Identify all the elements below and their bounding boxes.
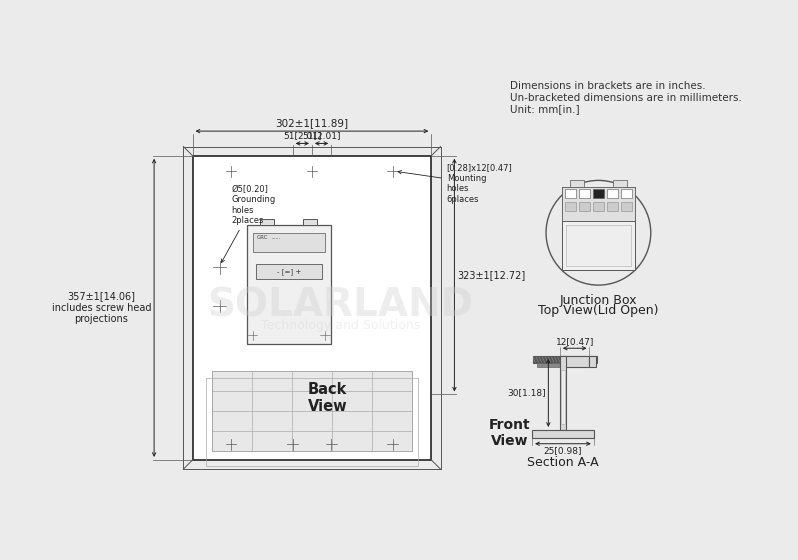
- Text: Unit: mm[in.]: Unit: mm[in.]: [510, 104, 579, 114]
- Bar: [247, 225, 331, 344]
- Bar: [563, 186, 634, 270]
- Bar: [606, 202, 618, 211]
- Circle shape: [568, 204, 574, 209]
- Bar: [533, 356, 597, 363]
- Text: 51[2.01]: 51[2.01]: [283, 132, 322, 141]
- Circle shape: [582, 204, 587, 209]
- Text: 302±1[11.89]: 302±1[11.89]: [275, 118, 349, 128]
- Bar: [613, 180, 627, 186]
- Bar: [303, 219, 318, 225]
- Bar: [211, 371, 412, 451]
- Bar: [579, 189, 590, 198]
- Bar: [593, 202, 604, 211]
- Bar: [565, 202, 576, 211]
- Bar: [566, 225, 630, 266]
- Text: 51[2.01]: 51[2.01]: [302, 132, 341, 141]
- Text: 30[1.18]: 30[1.18]: [508, 389, 546, 398]
- Text: 357±1[14.06]
includes screw head
projections: 357±1[14.06] includes screw head project…: [52, 291, 151, 324]
- Bar: [562, 370, 564, 424]
- Text: Junction Box: Junction Box: [559, 295, 637, 307]
- Bar: [560, 356, 566, 430]
- Text: [0.28]x12[0.47]
Mounting
holes
6places: [0.28]x12[0.47] Mounting holes 6places: [398, 164, 512, 204]
- Bar: [606, 189, 618, 198]
- Text: Dimensions in brackets are in inches.: Dimensions in brackets are in inches.: [510, 81, 705, 91]
- Bar: [255, 264, 322, 279]
- Bar: [253, 233, 325, 252]
- Bar: [206, 377, 418, 466]
- Circle shape: [610, 204, 615, 209]
- Bar: [537, 363, 595, 367]
- Bar: [621, 202, 631, 211]
- Text: Technology and Solutions: Technology and Solutions: [261, 319, 420, 332]
- Text: Ø5[0.20]
Grounding
holes
2places: Ø5[0.20] Grounding holes 2places: [221, 185, 275, 263]
- Bar: [621, 189, 631, 198]
- Text: - [=] +: - [=] +: [277, 268, 301, 274]
- Text: 323±1[12.72]: 323±1[12.72]: [457, 270, 526, 280]
- Circle shape: [623, 204, 629, 209]
- Text: Section A-A: Section A-A: [527, 456, 598, 469]
- Bar: [560, 356, 590, 367]
- Text: GRC: GRC: [256, 235, 268, 240]
- Text: Front
View: Front View: [489, 418, 531, 448]
- Text: Top View(Lid Open): Top View(Lid Open): [538, 304, 658, 316]
- Text: 25[0.98]: 25[0.98]: [543, 446, 583, 455]
- Text: 12[0.47]: 12[0.47]: [555, 337, 594, 346]
- Bar: [563, 186, 634, 221]
- Bar: [532, 430, 594, 437]
- Text: Back
View: Back View: [307, 382, 347, 414]
- Bar: [565, 189, 576, 198]
- Bar: [579, 202, 590, 211]
- Bar: [570, 180, 584, 186]
- Text: Un-bracketed dimensions are in millimeters.: Un-bracketed dimensions are in millimete…: [510, 92, 741, 102]
- Text: ......: ......: [272, 235, 281, 240]
- Circle shape: [595, 204, 601, 209]
- Bar: [192, 156, 431, 460]
- Text: SOLARLAND: SOLARLAND: [207, 287, 473, 325]
- Bar: [593, 189, 604, 198]
- Bar: [260, 219, 275, 225]
- Bar: [590, 356, 595, 367]
